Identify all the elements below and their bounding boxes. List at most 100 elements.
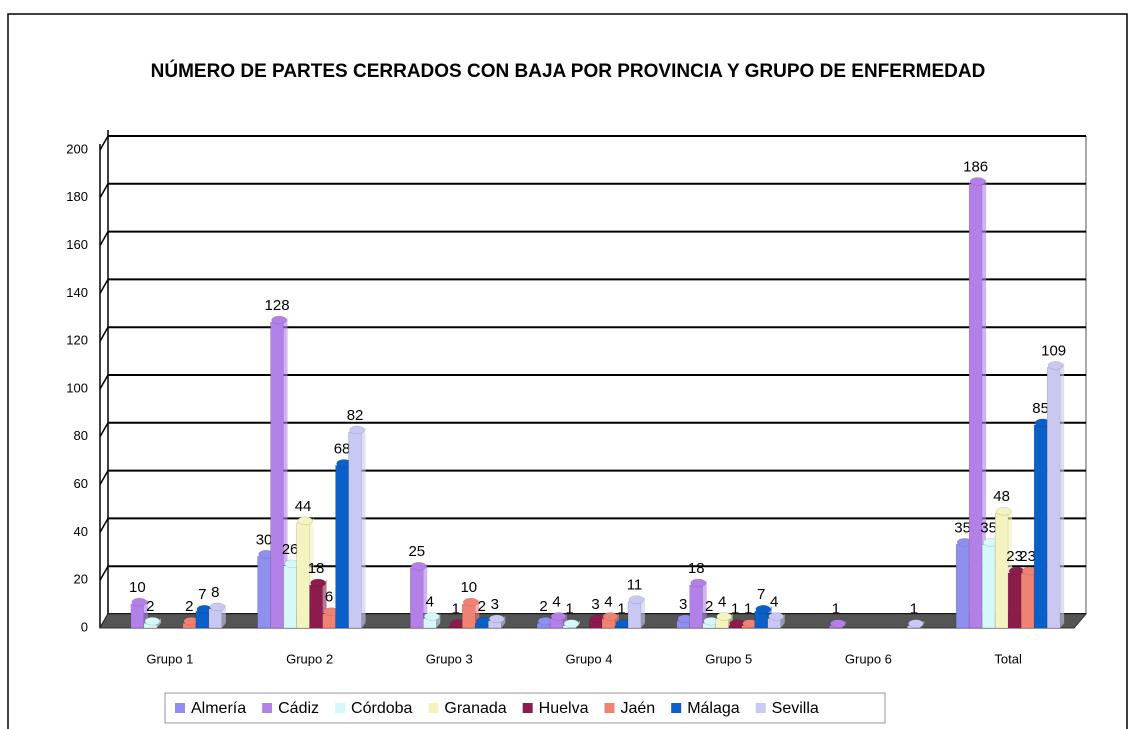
bar [283,565,297,629]
bar [1020,572,1035,629]
bar-side [423,563,428,628]
value-label: 68 [334,440,351,457]
bar-cap [830,619,846,628]
value-label: 48 [993,488,1010,505]
legend-swatch [175,703,185,713]
legend-swatch [755,703,766,713]
value-label: 1 [731,601,739,618]
bar-cap [349,425,365,435]
value-label: 3 [491,596,499,613]
value-label: 2 [185,598,193,615]
bar [335,465,349,629]
bar-cap [424,612,440,621]
legend-label: Córdoba [351,700,412,717]
frame [7,13,1128,729]
y-tick-label: 180 [66,189,88,204]
bar [208,608,223,629]
value-label: 2 [705,598,713,615]
value-label: 3 [679,596,687,613]
bar-side [615,613,619,628]
value-label: 23 [1006,548,1023,565]
legend-label: Cádiz [278,700,319,717]
bar-cap [271,315,287,325]
y-tick-label: 60 [74,476,88,491]
y-tick-label: 20 [74,572,88,587]
legend-swatch [522,703,533,713]
value-label: 2 [539,598,547,615]
x-tick-label: Grupo 2 [286,651,333,666]
value-label: 10 [129,579,146,596]
grid-line [99,518,109,533]
value-label: 4 [426,593,434,610]
bar-cap [1047,361,1064,370]
x-tick-label: Grupo 3 [426,651,473,666]
value-label: 23 [1019,548,1036,565]
y-tick-label: 0 [81,619,88,634]
value-label: 25 [408,543,425,560]
bar-cap [690,578,706,588]
y-tick-label: 200 [66,141,88,156]
value-label: 26 [282,541,299,558]
value-label: 2 [478,598,486,615]
bar-cap [144,616,161,626]
bar-cap [755,605,771,614]
value-label: 128 [265,297,290,314]
bar [130,603,145,629]
bar [627,601,642,629]
value-label: 4 [552,593,560,610]
bar-side [436,613,441,628]
value-label: 1 [452,601,460,618]
bar-side [641,596,645,628]
bar [689,584,703,629]
legend-label: Huelva [539,700,589,717]
value-label: 82 [347,407,364,424]
chart-title: NÚMERO DE PARTES CERRADOS CON BAJA POR P… [151,60,986,82]
bar [1007,572,1022,629]
legend-label: Jaén [620,700,655,717]
bar-cap [995,507,1012,516]
grid-line [99,326,109,342]
bar-cap [602,612,619,621]
bar-cap [489,614,505,624]
bar-side [780,613,785,628]
bar [955,544,970,629]
legend-label: Granada [444,700,506,717]
value-label: 10 [460,579,477,596]
bar-cap [628,595,645,604]
value-label: 109 [1041,342,1066,359]
x-tick-label: Grupo 1 [146,651,193,666]
bar-side [982,178,987,628]
value-label: 1 [565,601,573,618]
bar-side [1060,362,1065,628]
value-label: 4 [604,593,612,610]
x-tick-label: Grupo 6 [845,651,892,666]
bar-side [563,613,567,628]
value-label: 35 [980,519,997,536]
value-label: 186 [963,158,988,175]
grid-line [99,374,109,390]
value-label: 3 [591,596,599,613]
value-label: 18 [308,560,325,577]
bar-cap [768,612,784,621]
value-label: 18 [688,560,705,577]
bar-side [361,427,366,628]
bar-cap [463,597,479,607]
value-label: 1 [617,601,625,618]
bar [309,584,323,629]
grid-line [99,422,109,438]
x-tick-label: Grupo 5 [705,651,752,666]
bar [994,513,1009,629]
value-label: 1 [832,601,840,618]
bar [1046,367,1061,629]
bar [462,603,476,629]
bar-side [221,603,226,628]
bar [754,611,768,629]
bar-cap [563,619,580,628]
legend-swatch [262,703,273,713]
value-label: 1 [910,601,918,618]
bar [322,613,336,629]
grid-line [99,470,109,485]
bar-cap [310,578,326,588]
legend-swatch [604,703,615,713]
